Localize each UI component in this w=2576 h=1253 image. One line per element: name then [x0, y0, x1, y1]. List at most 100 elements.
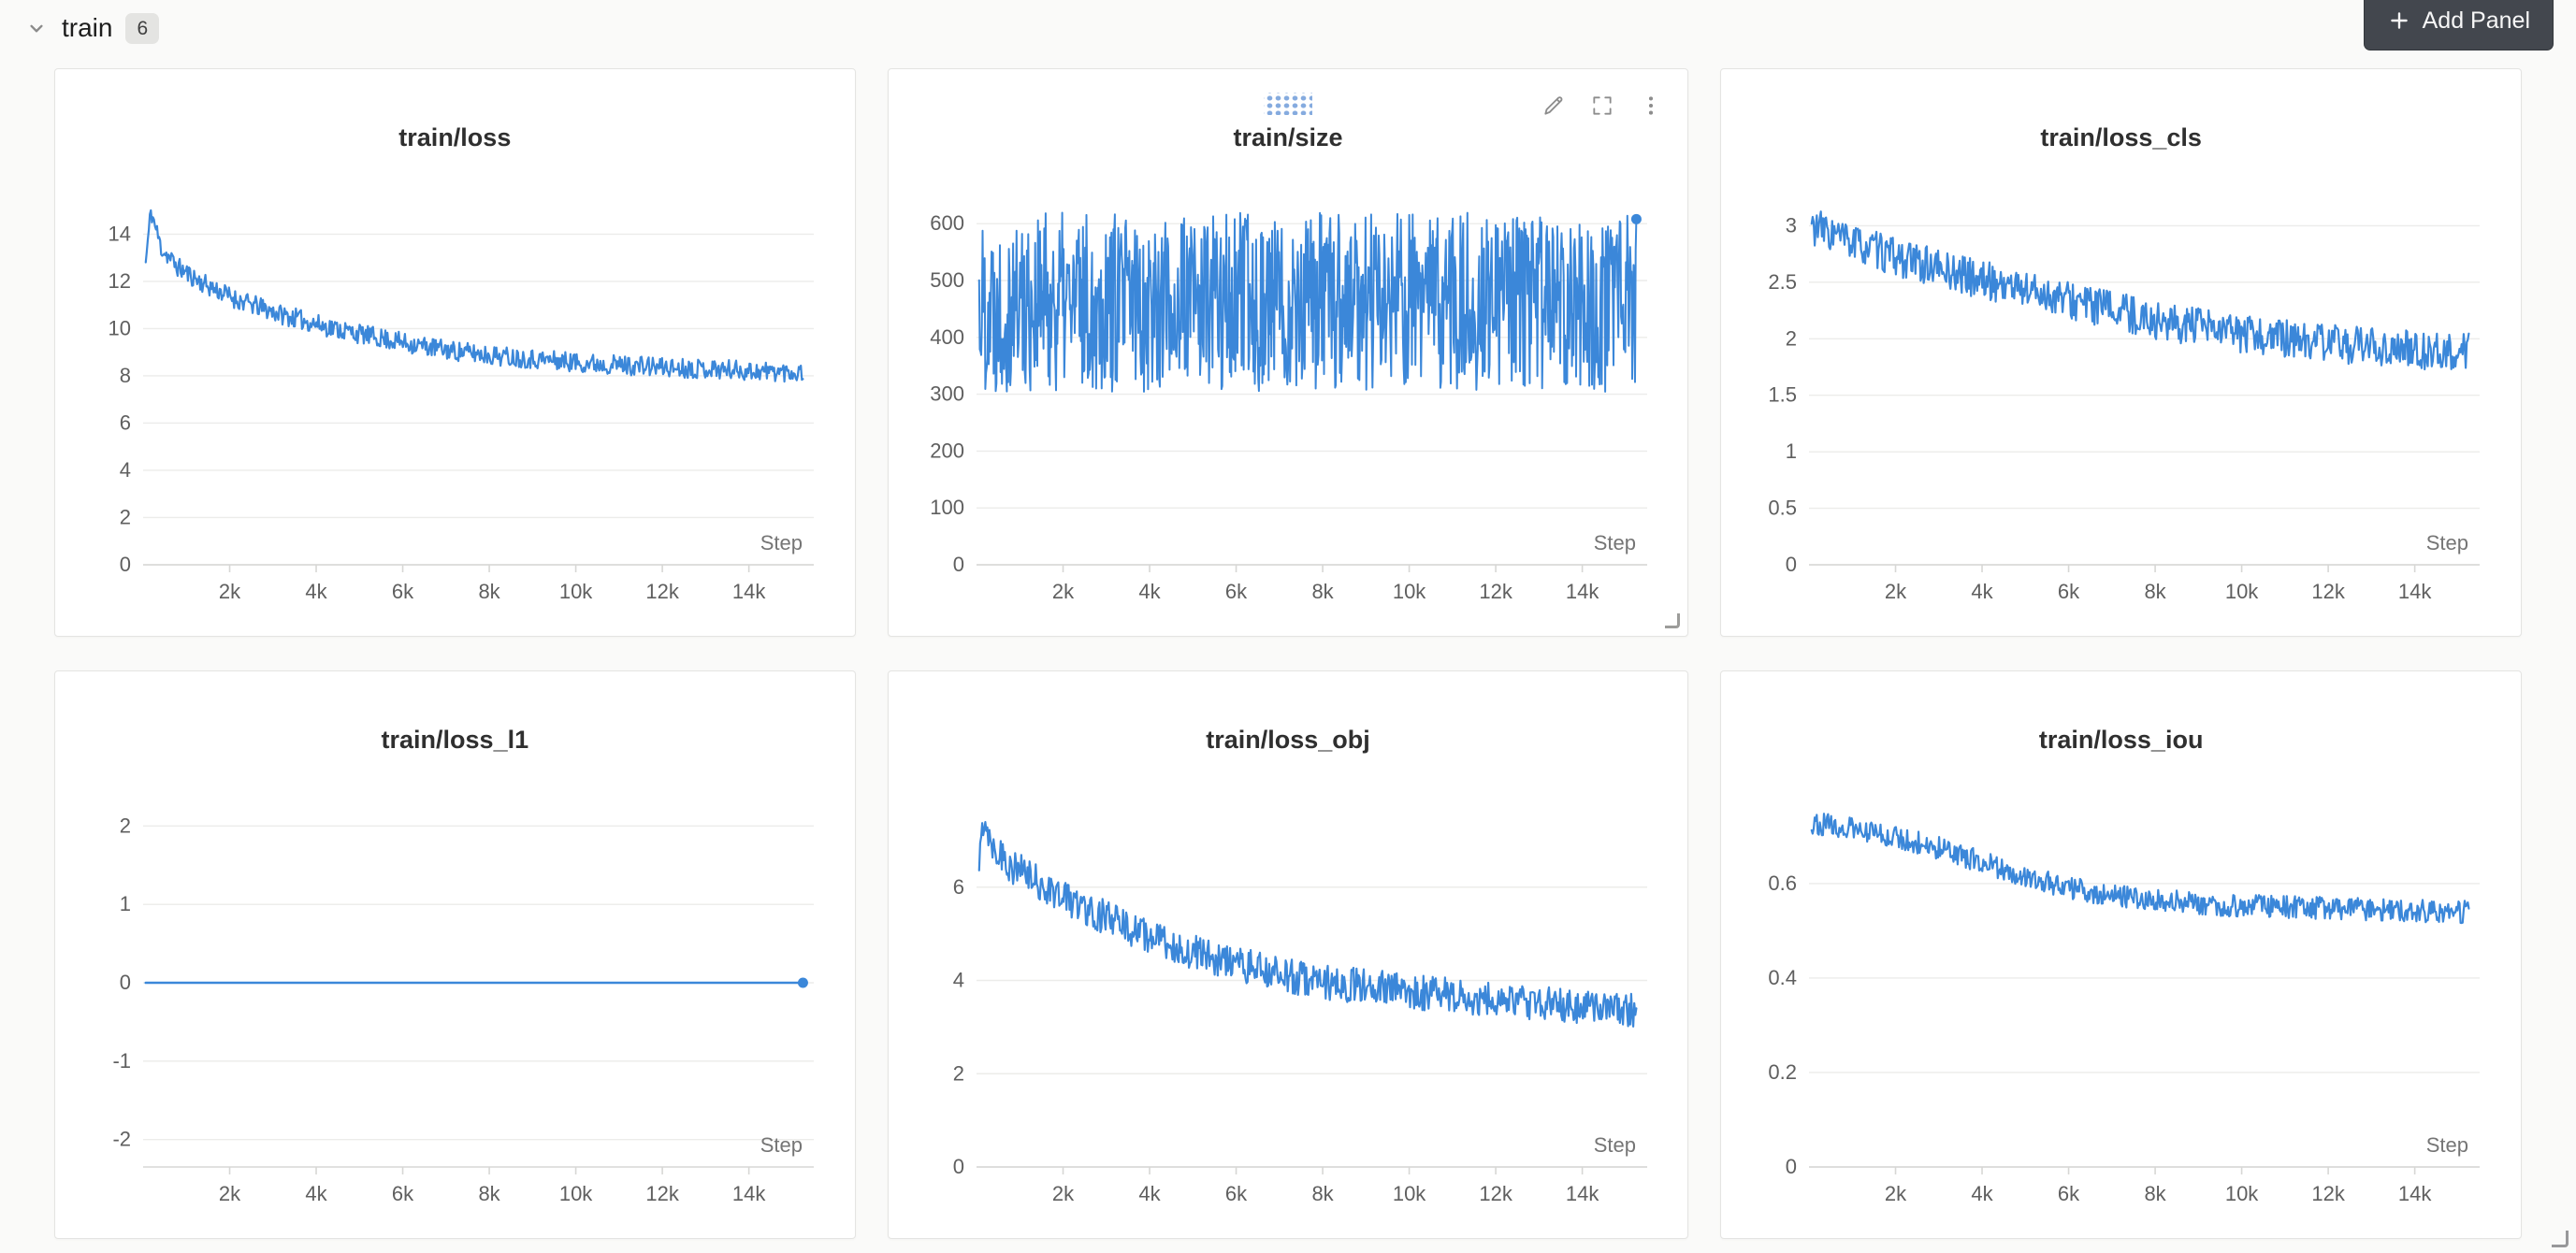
svg-text:10k: 10k — [559, 580, 593, 603]
section-header: train 6 Add Panel — [0, 0, 2576, 56]
svg-text:4k: 4k — [1972, 580, 1994, 603]
svg-text:4: 4 — [120, 458, 131, 482]
svg-text:Step: Step — [760, 1133, 803, 1157]
panel-count-badge: 6 — [125, 12, 160, 44]
svg-text:0: 0 — [952, 553, 963, 576]
svg-text:10k: 10k — [2225, 580, 2259, 603]
svg-text:6k: 6k — [1225, 580, 1248, 603]
add-panel-button[interactable]: Add Panel — [2363, 0, 2554, 50]
svg-text:4k: 4k — [1972, 1182, 1994, 1205]
svg-text:12k: 12k — [645, 580, 679, 603]
svg-text:6k: 6k — [392, 580, 414, 603]
svg-text:8k: 8k — [1311, 1182, 1334, 1205]
svg-text:12k: 12k — [2312, 1182, 2346, 1205]
svg-text:8k: 8k — [478, 1182, 500, 1205]
chart-train-loss-l1[interactable]: -2 -1 0 1 2 2k 4k 6k 8k 10k 12k 14k Step — [65, 782, 846, 1227]
svg-text:Step: Step — [2426, 531, 2468, 554]
svg-text:2k: 2k — [1052, 1182, 1075, 1205]
svg-text:600: 600 — [930, 211, 964, 235]
section-resize-handle[interactable] — [2552, 1231, 2569, 1247]
svg-text:8k: 8k — [1311, 580, 1334, 603]
svg-text:6k: 6k — [2058, 1182, 2080, 1205]
svg-text:500: 500 — [930, 268, 964, 292]
svg-text:Step: Step — [2426, 1133, 2468, 1157]
svg-text:0.2: 0.2 — [1769, 1060, 1798, 1084]
svg-text:14k: 14k — [2398, 580, 2432, 603]
svg-text:2: 2 — [120, 505, 131, 528]
panel-train-loss-l1[interactable]: train/loss_l1 -2 -1 0 1 2 2k 4k 6k 8k 10k 12k 14k St… — [54, 670, 856, 1239]
svg-text:0.4: 0.4 — [1769, 966, 1798, 989]
panel-title: train/loss_l1 — [381, 726, 529, 754]
panel-resize-handle[interactable] — [1665, 613, 1681, 628]
svg-text:6k: 6k — [1225, 1182, 1248, 1205]
svg-text:10: 10 — [109, 316, 131, 339]
panel-train-size[interactable]: train/size 0 100 200 300 400 500 600 2k 4k 6k 8k 10… — [887, 68, 1689, 637]
svg-text:8k: 8k — [2145, 1182, 2167, 1205]
svg-text:Step: Step — [1593, 531, 1635, 554]
panel-train-loss[interactable]: train/loss 0 2 4 6 8 10 12 14 2k 4k 6k 8k 10k 12k 14k S… — [54, 68, 856, 637]
panel-train-loss-iou[interactable]: train/loss_iou 0 0.2 0.4 0.6 2k 4k 6k 8k 10k 12k 1… — [1720, 670, 2522, 1239]
svg-text:0.5: 0.5 — [1769, 497, 1798, 520]
svg-text:6: 6 — [120, 410, 131, 434]
svg-text:4: 4 — [952, 969, 963, 992]
svg-text:4k: 4k — [1138, 580, 1161, 603]
svg-text:2k: 2k — [1052, 580, 1075, 603]
chart-train-size[interactable]: 0 100 200 300 400 500 600 2k 4k 6k 8k 10k 12k 14k Step — [898, 180, 1679, 625]
svg-text:10k: 10k — [559, 1182, 593, 1205]
panel-train-loss-obj[interactable]: train/loss_obj 0 2 4 6 2k 4k 6k 8k 10k 12k 14k Step — [887, 670, 1689, 1239]
svg-text:300: 300 — [930, 382, 964, 406]
chevron-down-icon[interactable] — [24, 16, 49, 40]
panel-title: train/loss_obj — [1206, 726, 1370, 754]
drag-handle-icon[interactable] — [1263, 93, 1312, 115]
svg-text:8k: 8k — [478, 580, 500, 603]
svg-text:1.5: 1.5 — [1769, 383, 1798, 407]
svg-text:200: 200 — [930, 439, 964, 462]
chart-train-loss-obj[interactable]: 0 2 4 6 2k 4k 6k 8k 10k 12k 14k Step — [898, 782, 1679, 1227]
svg-text:0: 0 — [1786, 1155, 1797, 1178]
svg-text:2: 2 — [120, 814, 131, 837]
svg-text:14: 14 — [109, 222, 131, 245]
svg-text:14k: 14k — [1566, 1182, 1599, 1205]
svg-text:0: 0 — [952, 1155, 963, 1178]
svg-text:10k: 10k — [1392, 1182, 1425, 1205]
panel-actions — [1541, 94, 1663, 118]
chart-train-loss-iou[interactable]: 0 0.2 0.4 0.6 2k 4k 6k 8k 10k 12k 14k Step — [1730, 782, 2511, 1227]
svg-text:2: 2 — [952, 1061, 963, 1085]
svg-text:Step: Step — [760, 531, 803, 554]
svg-text:12: 12 — [109, 269, 131, 293]
svg-text:2.5: 2.5 — [1769, 270, 1798, 294]
svg-text:4k: 4k — [305, 1182, 327, 1205]
fullscreen-icon[interactable] — [1590, 94, 1614, 118]
svg-text:-2: -2 — [112, 1128, 131, 1151]
panel-title: train/loss_iou — [2038, 726, 2204, 754]
panel-title: train/loss — [398, 123, 512, 151]
svg-text:12k: 12k — [1479, 1182, 1512, 1205]
svg-text:3: 3 — [1786, 213, 1797, 237]
add-panel-label: Add Panel — [2422, 7, 2530, 34]
svg-text:2k: 2k — [1885, 1182, 1907, 1205]
chart-train-loss[interactable]: 0 2 4 6 8 10 12 14 2k 4k 6k 8k 10k 12k 14k Step — [65, 180, 846, 625]
svg-text:14k: 14k — [1566, 580, 1599, 603]
svg-text:100: 100 — [930, 496, 964, 519]
chart-train-loss-cls[interactable]: 0 0.5 1 1.5 2 2.5 3 2k 4k 6k 8k 10k 12k 14k Step — [1730, 180, 2511, 625]
plus-icon — [2390, 12, 2408, 29]
panel-grid: train/loss 0 2 4 6 8 10 12 14 2k 4k 6k 8k 10k 12k 14k S… — [0, 56, 2576, 1239]
kebab-menu-icon[interactable] — [1639, 94, 1663, 118]
svg-text:0: 0 — [1786, 553, 1797, 576]
panel-title: train/loss_cls — [2040, 123, 2202, 151]
svg-text:2k: 2k — [1885, 580, 1907, 603]
svg-text:Step: Step — [1593, 1133, 1635, 1157]
svg-text:-1: -1 — [112, 1049, 131, 1073]
panel-train-loss-cls[interactable]: train/loss_cls 0 0.5 1 1.5 2 2.5 3 2k 4k 6k 8k 10k 1… — [1720, 68, 2522, 637]
svg-text:2k: 2k — [219, 580, 241, 603]
svg-text:12k: 12k — [645, 1182, 679, 1205]
svg-text:400: 400 — [930, 325, 964, 349]
svg-text:14k: 14k — [2398, 1182, 2432, 1205]
svg-text:0: 0 — [120, 553, 131, 576]
panel-title: train/size — [1233, 123, 1343, 151]
section-title: train — [62, 13, 113, 42]
edit-pencil-icon[interactable] — [1541, 94, 1566, 118]
svg-text:2k: 2k — [219, 1182, 241, 1205]
svg-text:2: 2 — [1786, 326, 1797, 350]
svg-text:4k: 4k — [305, 580, 327, 603]
